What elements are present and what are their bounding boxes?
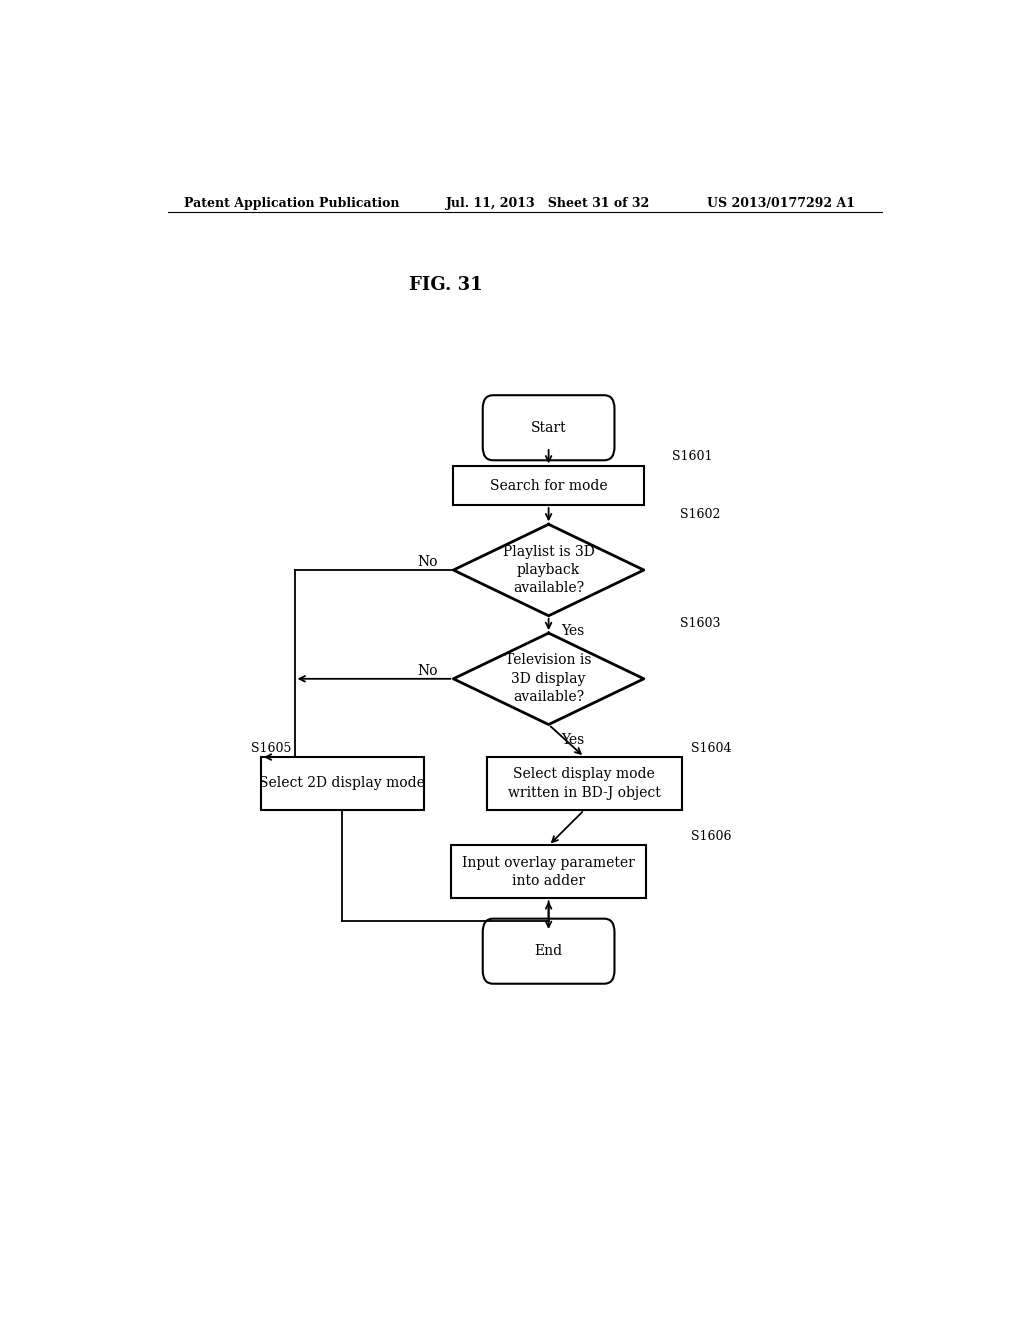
Text: S1605: S1605 (251, 742, 292, 755)
Bar (454, 466, 644, 506)
Text: Select display mode
written in BD-J object: Select display mode written in BD-J obje… (508, 767, 660, 800)
Text: End: End (535, 944, 562, 958)
Text: Playlist is 3D
playback
available?: Playlist is 3D playback available? (503, 545, 595, 595)
Text: S1604: S1604 (691, 742, 732, 755)
Text: No: No (417, 554, 437, 569)
Text: S1601: S1601 (672, 450, 712, 463)
Text: S1606: S1606 (691, 830, 732, 843)
Bar (452, 846, 646, 899)
Polygon shape (454, 634, 644, 725)
Text: Yes: Yes (561, 624, 585, 638)
Text: Jul. 11, 2013   Sheet 31 of 32: Jul. 11, 2013 Sheet 31 of 32 (445, 197, 649, 210)
Text: Select 2D display mode: Select 2D display mode (259, 776, 425, 791)
Text: FIG. 31: FIG. 31 (409, 276, 482, 294)
Text: No: No (417, 664, 437, 677)
FancyBboxPatch shape (482, 919, 614, 983)
Text: Television is
3D display
available?: Television is 3D display available? (506, 653, 592, 704)
Text: US 2013/0177292 A1: US 2013/0177292 A1 (708, 197, 855, 210)
Bar (487, 758, 682, 810)
Text: Input overlay parameter
into adder: Input overlay parameter into adder (462, 855, 635, 888)
Text: Start: Start (530, 421, 566, 434)
Text: Search for mode: Search for mode (489, 479, 607, 492)
Text: Patent Application Publication: Patent Application Publication (183, 197, 399, 210)
Text: S1602: S1602 (680, 508, 720, 521)
FancyBboxPatch shape (482, 395, 614, 461)
Polygon shape (454, 524, 644, 616)
Text: S1603: S1603 (680, 616, 720, 630)
Bar (261, 758, 424, 810)
Text: Yes: Yes (561, 733, 585, 747)
